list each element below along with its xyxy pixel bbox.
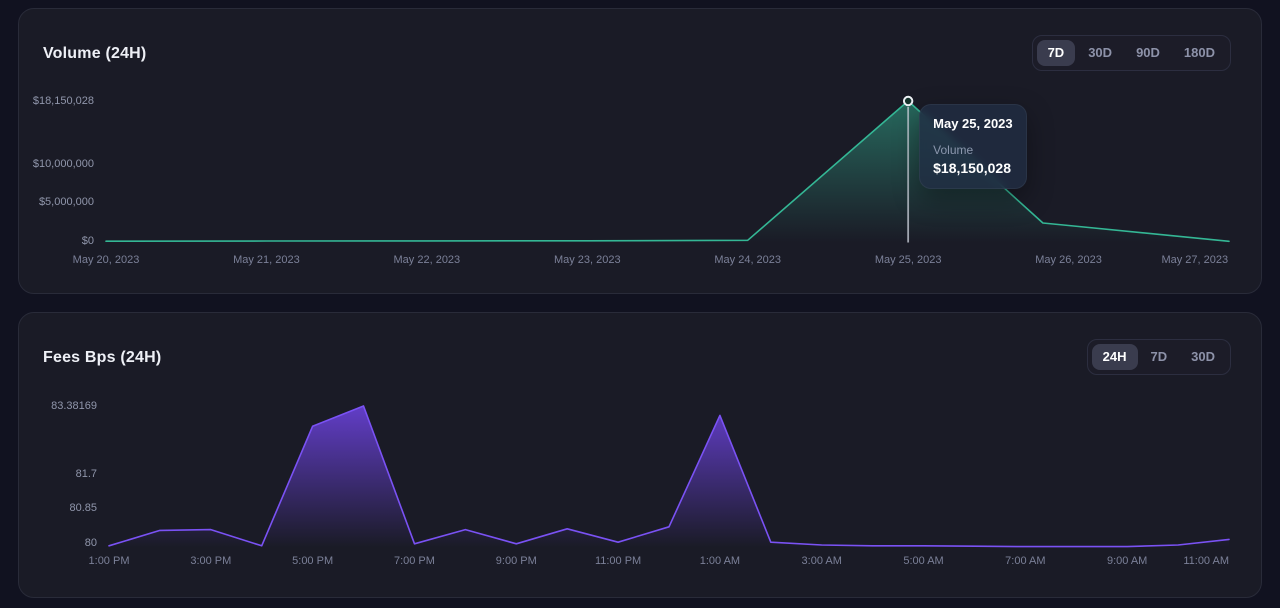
volume-range-button-group: 7D 30D 90D 180D xyxy=(1031,35,1231,71)
y-axis-label: $0 xyxy=(81,235,94,247)
x-axis-label: 1:00 AM xyxy=(699,555,741,567)
tooltip-date: May 25, 2023 xyxy=(933,116,1013,131)
y-axis-label: 80.85 xyxy=(69,502,97,515)
tooltip-series-label: Volume xyxy=(933,143,974,157)
volume-area-fill xyxy=(106,101,1229,243)
x-axis-label: 5:00 PM xyxy=(292,555,334,567)
x-axis-label: 9:00 AM xyxy=(1106,555,1148,567)
tooltip-value: $18,150,028 xyxy=(933,160,1011,176)
x-axis-label: 3:00 PM xyxy=(190,555,232,567)
volume-line xyxy=(105,100,1230,243)
volume-panel: $18,150,028 $10,000,000 $5,000,000 $0 May 20… xyxy=(18,8,1262,294)
y-axis-label: $10,000,000 xyxy=(32,157,94,170)
range-button-90d[interactable]: 90D xyxy=(1125,40,1171,66)
range-button-24h[interactable]: 24H xyxy=(1091,344,1138,370)
x-axis-label: May 27, 2023 xyxy=(1161,253,1229,266)
peak-marker-dot xyxy=(902,95,914,107)
x-axis-label: 11:00 AM xyxy=(1183,555,1230,567)
x-axis-label: May 22, 2023 xyxy=(393,253,461,266)
fees-plot xyxy=(108,405,1230,548)
y-axis-label: 80 xyxy=(84,536,97,549)
y-axis-label: 81.7 xyxy=(75,467,97,480)
x-axis-label: May 24, 2023 xyxy=(714,253,782,266)
fees-line xyxy=(108,405,1230,548)
x-axis-label: 9:00 PM xyxy=(495,555,537,567)
y-axis-label: 83.38169 xyxy=(51,399,97,412)
x-axis-label: 5:00 AM xyxy=(903,555,944,567)
x-axis-label: 7:00 AM xyxy=(1005,555,1046,567)
volume-panel-title: Volume (24H) xyxy=(43,45,147,62)
fees-range-button-group: 24H 7D 30D xyxy=(1086,339,1231,375)
y-axis-label: $18,150,028 xyxy=(32,94,94,107)
fees-area-fill xyxy=(109,406,1229,548)
x-axis-label: May 26, 2023 xyxy=(1035,253,1102,266)
fees-panel-title: Fees Bps (24H) xyxy=(43,349,162,366)
range-button-30d[interactable]: 30D xyxy=(1077,40,1123,66)
x-axis-label: May 25, 2023 xyxy=(874,253,942,266)
x-axis-label: May 21, 2023 xyxy=(233,253,300,266)
chart-tooltip: May 25, 2023 Volume $18,150,028 xyxy=(919,104,1027,189)
volume-chart[interactable]: $18,150,028 $10,000,000 $5,000,000 $0 May 20… xyxy=(19,9,1261,293)
range-button-30d[interactable]: 30D xyxy=(1180,344,1226,370)
x-axis-label: 3:00 AM xyxy=(801,555,842,567)
x-axis-label: 11:00 PM xyxy=(594,555,642,567)
y-axis-label: $5,000,000 xyxy=(38,196,94,209)
range-button-180d[interactable]: 180D xyxy=(1173,40,1226,66)
fees-panel: 83.38169 81.7 80.85 80 1:00 PM 3:00 PM 5:00 PM… xyxy=(18,312,1262,598)
range-button-7d[interactable]: 7D xyxy=(1140,344,1179,370)
fees-chart[interactable]: 83.38169 81.7 80.85 80 1:00 PM 3:00 PM 5:00 PM… xyxy=(19,313,1261,597)
x-axis-label: 1:00 PM xyxy=(88,555,130,567)
volume-plot xyxy=(105,95,1230,243)
x-axis-label: May 23, 2023 xyxy=(553,253,621,266)
range-button-7d[interactable]: 7D xyxy=(1036,40,1076,66)
x-axis-label: 7:00 PM xyxy=(393,555,435,567)
x-axis-label: May 20, 2023 xyxy=(72,253,140,266)
